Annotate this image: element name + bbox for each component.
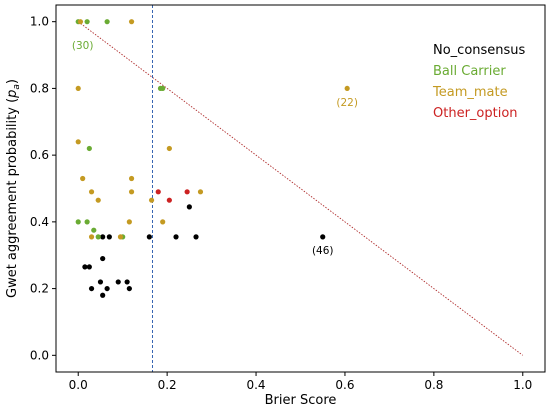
point-no-consensus (146, 234, 152, 240)
point-other-option (166, 197, 172, 203)
y-tick-label: 0.0 (30, 348, 49, 362)
annotation-label: (22) (336, 97, 358, 109)
point-team-mate (88, 234, 95, 240)
point-no-consensus (186, 204, 192, 210)
point-ball-carrier (84, 19, 90, 25)
point-team-mate (160, 219, 166, 225)
point-team-mate (126, 219, 132, 225)
y-tick-label: 0.4 (30, 215, 49, 229)
legend-entry-ball-carrier: Ball Carrier (433, 64, 506, 79)
point-no-consensus (82, 264, 88, 270)
annotation-label: (46) (312, 245, 334, 257)
point-team-mate (166, 145, 172, 152)
x-tick-label: 0.0 (69, 378, 88, 392)
point-team-mate (344, 85, 350, 92)
point-no-consensus (88, 285, 95, 292)
reference-lines (77, 5, 524, 372)
y-axis-ticks: 0.0 0.2 0.4 0.6 0.8 1.0 (30, 15, 56, 362)
y-axis-label-symbol: p (5, 90, 20, 99)
point-no-consensus (320, 234, 326, 240)
point-other-option (155, 189, 161, 195)
plot-frame (55, 4, 546, 373)
point-team-mate (128, 189, 135, 195)
point-no-consensus (86, 264, 92, 270)
point-no-consensus (115, 279, 121, 285)
point-team-mate (148, 197, 155, 203)
x-tick-label: 0.8 (424, 378, 443, 392)
diagonal-reference-line (77, 21, 524, 356)
point-no-consensus (100, 255, 106, 262)
point-ball-carrier (84, 219, 90, 225)
point-no-consensus (126, 285, 132, 292)
point-team-mate (117, 234, 124, 240)
y-axis-label: Gwet aggreement probability (pa) (5, 79, 22, 298)
point-team-mate (75, 139, 81, 145)
legend: No_consensus Ball Carrier Team_mate Other_o… (432, 43, 526, 121)
point-no-consensus (124, 279, 130, 285)
point-no-consensus (100, 234, 106, 240)
y-axis-label-subscript: a (12, 84, 22, 90)
point-team-mate (80, 175, 86, 182)
point-team-mate (197, 189, 204, 195)
y-tick-label: 0.2 (30, 282, 49, 296)
point-other-option (184, 189, 190, 195)
point-team-mate (95, 197, 101, 203)
x-axis-ticks: 0.0 0.2 0.4 0.6 0.8 1.0 (69, 372, 532, 392)
y-axis-label-prefix: Gwet aggreement probability ( (5, 98, 20, 298)
legend-entry-no-consensus: No_consensus (433, 43, 526, 58)
point-ball-carrier (75, 219, 81, 225)
legend-entry-other-option: Other_option (433, 106, 518, 121)
point-ball-carrier (160, 85, 166, 92)
point-no-consensus (193, 234, 199, 240)
point-ball-carrier (86, 145, 92, 152)
x-tick-label: 1.0 (513, 378, 532, 392)
y-tick-label: 0.8 (30, 81, 49, 95)
x-tick-label: 0.4 (246, 378, 265, 392)
point-no-consensus (106, 234, 112, 240)
point-team-mate (75, 85, 81, 92)
point-no-consensus (100, 292, 106, 298)
annotation-label: (30) (72, 40, 94, 52)
point-team-mate (77, 19, 84, 25)
point-no-consensus (97, 279, 104, 285)
point-team-mate (128, 19, 135, 25)
x-tick-label: 0.2 (158, 378, 177, 392)
point-ball-carrier (95, 234, 101, 240)
point-team-mate (88, 189, 95, 195)
point-ball-carrier (104, 19, 110, 25)
y-axis-label-suffix: ) (5, 79, 20, 84)
point-ball-carrier (91, 227, 97, 233)
point-no-consensus (104, 285, 110, 292)
y-tick-label: 1.0 (30, 15, 49, 29)
point-no-consensus (173, 234, 179, 240)
annotations: (30) (22) (46) (72, 40, 358, 257)
x-tick-label: 0.6 (335, 378, 354, 392)
point-team-mate (128, 175, 135, 182)
x-axis-label: Brier Score (265, 393, 337, 408)
data-points (75, 19, 350, 298)
y-tick-label: 0.6 (30, 148, 49, 162)
legend-entry-team-mate: Team_mate (432, 85, 508, 100)
